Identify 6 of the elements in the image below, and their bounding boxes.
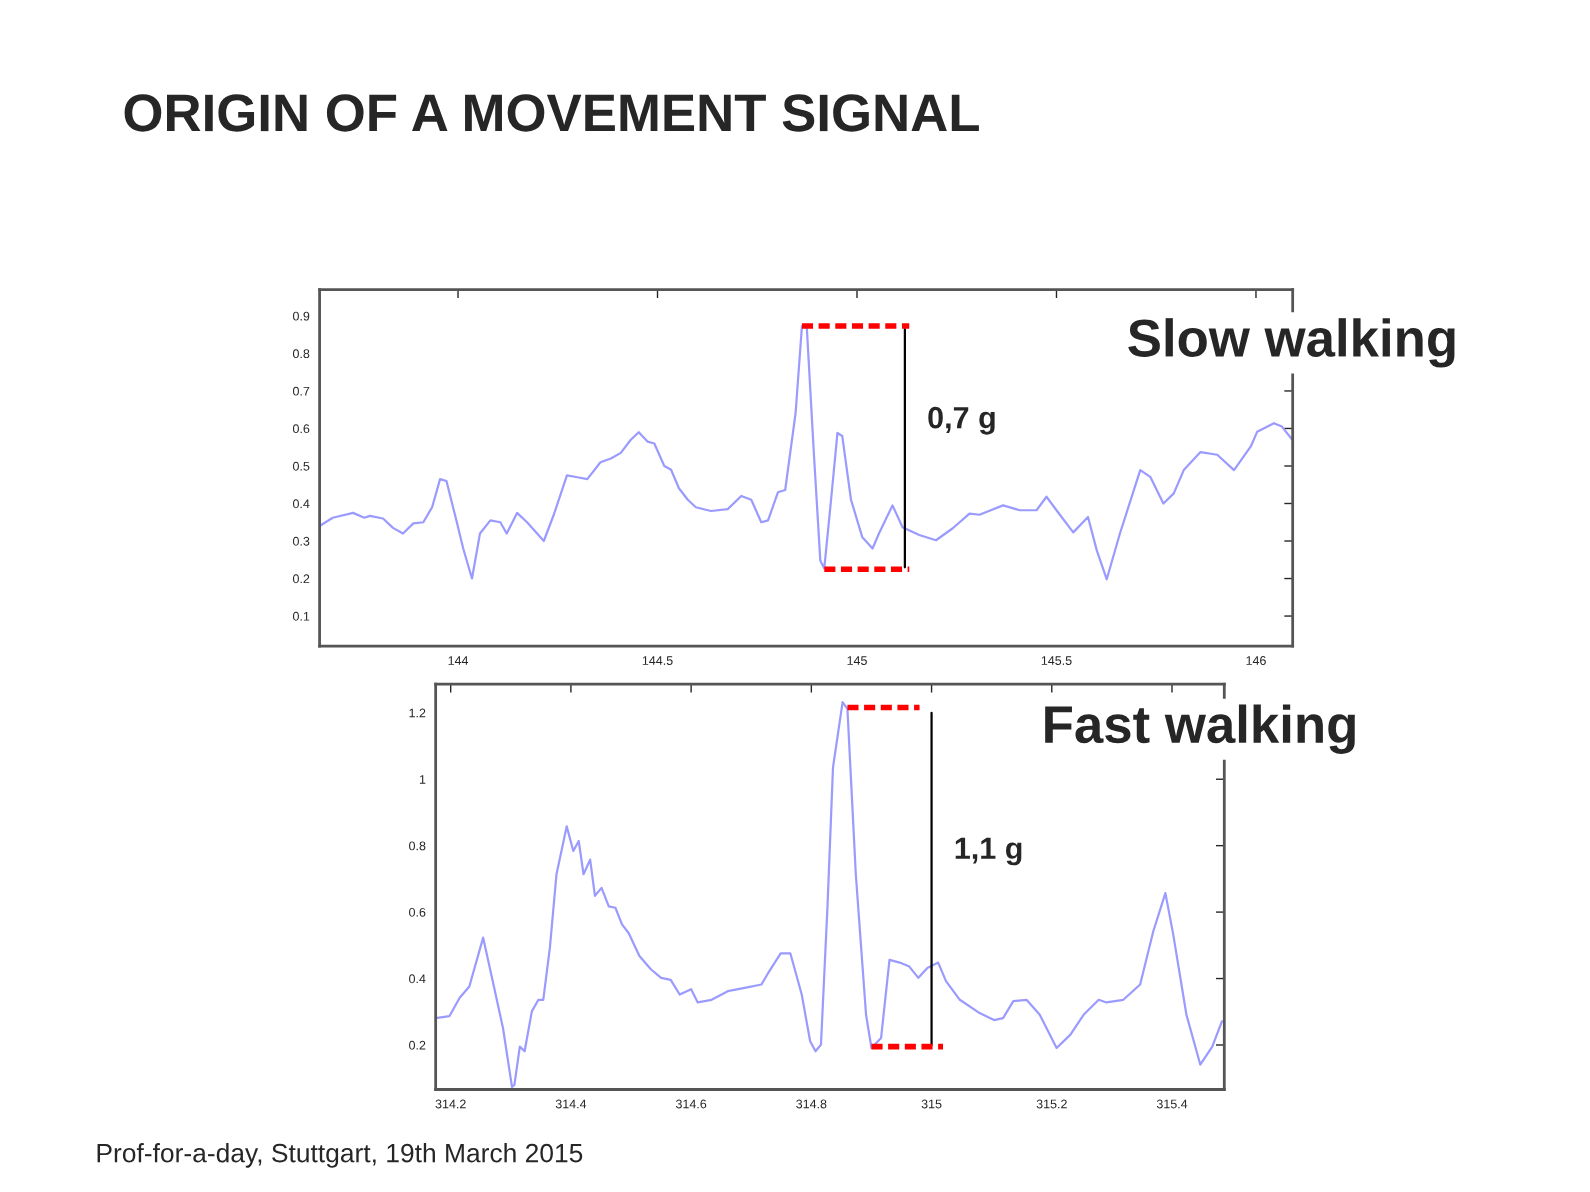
annotation: 1,1 g	[955, 837, 1022, 866]
chart-title: ORIGIN OF A MOVEMENT SIGNAL	[124, 94, 979, 132]
chart-subtitle: Fast walking	[1045, 704, 1355, 754]
text: Prof-for-a-day, Stuttgart, 19th March 2015	[97, 1143, 583, 1168]
text: Slow walking	[1128, 318, 1455, 368]
annotation: 0,7 g	[928, 406, 995, 435]
